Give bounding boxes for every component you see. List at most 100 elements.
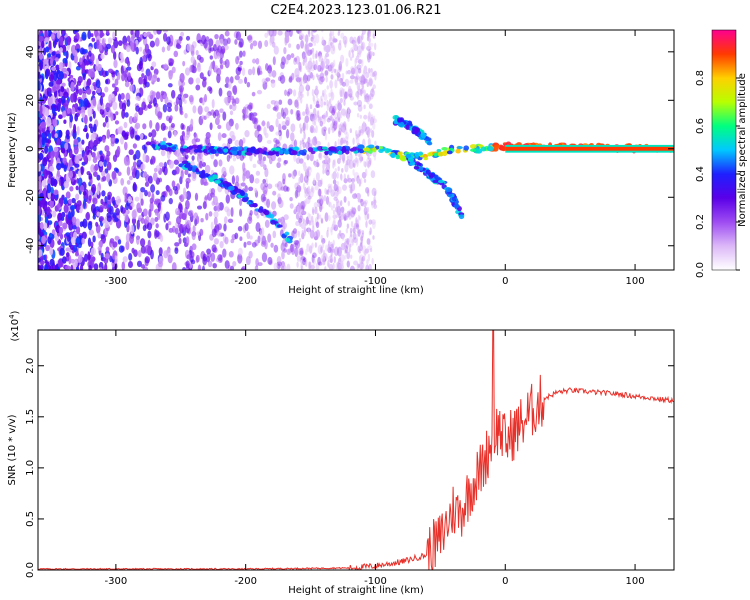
spectrogram-cell xyxy=(230,207,234,217)
spectrogram-cell xyxy=(235,175,240,184)
spectrogram-cell xyxy=(455,148,461,154)
spectrogram-cell xyxy=(259,148,264,154)
spectrogram-cell xyxy=(332,239,335,246)
spectrogram-cell xyxy=(298,84,305,94)
spectrogram-cell xyxy=(296,103,299,110)
spectrogram-cell xyxy=(330,103,333,109)
spectrogram-cell xyxy=(338,256,342,262)
spectrogram-cell xyxy=(252,149,257,154)
spectrogram-cell xyxy=(279,74,286,84)
spectrogram-cell xyxy=(115,86,119,93)
spectrogram-cell xyxy=(112,241,118,248)
spectrogram-cell xyxy=(51,107,56,115)
spectrogram-cell xyxy=(230,238,235,244)
spectrogram-cell xyxy=(63,180,69,189)
spectrogram-cell xyxy=(346,210,351,218)
spectrogram-cell xyxy=(128,115,134,125)
spectrogram-cell xyxy=(182,266,187,270)
spectrogram-cell xyxy=(231,175,236,185)
spectrogram-cell xyxy=(160,144,167,149)
spectrogram-cell xyxy=(356,192,361,200)
spectrogram-cell xyxy=(90,241,94,248)
spectrogram-cell xyxy=(237,247,243,256)
spectrogram-cell xyxy=(235,188,242,193)
spectrogram-cell xyxy=(61,211,66,218)
spectrogram-cell xyxy=(179,72,185,83)
spectrogram-cell xyxy=(78,177,83,188)
spectrogram-cell xyxy=(343,196,347,203)
spectrogram-cell xyxy=(182,145,188,149)
spectrogram-cell xyxy=(295,189,301,198)
spectrogram-cell xyxy=(337,130,341,138)
spectrogram-cell xyxy=(85,132,89,140)
spectrogram-cell xyxy=(280,107,285,117)
spectrogram-cell xyxy=(400,155,407,162)
spectrogram-cell xyxy=(340,32,345,39)
spectrogram-cell xyxy=(456,145,463,150)
spectrogram-cell xyxy=(368,42,371,47)
spectrogram-cell xyxy=(363,199,369,205)
spectrogram-cell xyxy=(136,159,142,168)
spectrogram-cell xyxy=(305,165,308,173)
spectrogram-cell xyxy=(264,239,268,250)
spectrogram-cell xyxy=(43,202,48,212)
spectrogram-cell xyxy=(127,260,134,269)
spectrogram-cell xyxy=(242,137,246,144)
spectrogram-cell xyxy=(203,93,208,103)
spectrogram-cell xyxy=(115,195,121,206)
spectrogram-cell xyxy=(328,105,335,114)
spectrogram-cell xyxy=(191,173,197,182)
spectrogram-cell xyxy=(275,118,279,128)
spectrogram-cell xyxy=(163,161,167,169)
spectrogram-cell xyxy=(38,206,41,215)
spectrogram-cell xyxy=(79,47,85,55)
spectrogram-cell xyxy=(331,30,335,37)
spectrogram-cell xyxy=(268,72,273,77)
spectrogram-cell xyxy=(416,162,422,167)
spectrogram-cell xyxy=(243,241,247,248)
spectrogram-cell xyxy=(310,220,313,226)
spectrogram-cell xyxy=(184,67,191,76)
spectrogram-cell xyxy=(336,185,339,193)
spectrogram-cell xyxy=(336,172,339,179)
spectrogram-cell xyxy=(315,73,319,78)
spectrogram-cell xyxy=(139,190,144,201)
spectrogram-cell xyxy=(247,68,253,76)
spectrogram-cell xyxy=(84,114,88,125)
spectrogram-cell xyxy=(166,44,171,52)
spectrogram-cell xyxy=(296,110,301,118)
spectrogram-cell xyxy=(124,73,128,83)
x-tick-label: -300 xyxy=(105,276,128,287)
spectrogram-cell xyxy=(361,202,364,207)
spectrogram-cell xyxy=(270,242,274,248)
spectrogram-cell xyxy=(325,167,328,173)
spectrogram-cell xyxy=(374,140,377,146)
spectrogram-cell xyxy=(324,55,327,60)
spectrogram-cell xyxy=(212,174,218,180)
spectrogram-cell xyxy=(184,169,189,176)
spectrogram-cell xyxy=(46,116,52,127)
spectrogram-cell xyxy=(150,249,154,260)
spectrogram-cell xyxy=(210,221,214,230)
spectrogram-cell xyxy=(105,30,110,35)
spectrogram-cell xyxy=(342,184,347,191)
spectrogram-cell xyxy=(81,31,87,41)
spectrogram-cell xyxy=(356,92,360,101)
spectrogram-cell xyxy=(313,128,316,134)
spectrogram-cell xyxy=(320,95,323,102)
spectrogram-cell xyxy=(131,217,137,225)
spectrogram-cell xyxy=(82,127,88,133)
spectrogram-cell xyxy=(352,232,357,240)
spectrogram-cell xyxy=(90,133,96,141)
spectrogram-cell xyxy=(209,55,213,60)
spectrogram-cell xyxy=(109,205,114,215)
spectrogram-cell xyxy=(73,145,79,155)
spectrogram-cell xyxy=(191,243,197,251)
spectrogram-cell xyxy=(317,188,322,197)
spectrogram-cell xyxy=(93,123,97,133)
spectrogram-cell xyxy=(144,256,150,264)
spectrogram-cell xyxy=(309,245,313,254)
spectrogram-cell xyxy=(112,200,116,206)
spectrogram-cell xyxy=(168,197,173,205)
spectrogram-cell xyxy=(351,213,354,219)
